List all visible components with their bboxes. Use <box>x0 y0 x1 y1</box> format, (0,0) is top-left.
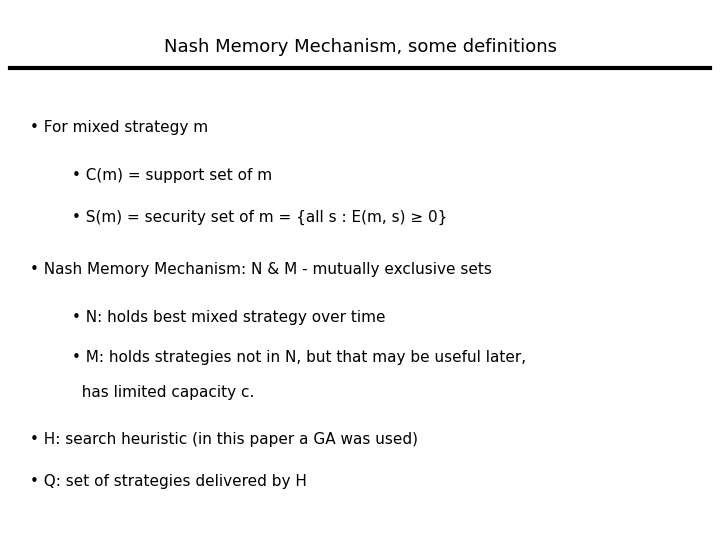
Text: • N: holds best mixed strategy over time: • N: holds best mixed strategy over time <box>72 310 385 325</box>
Text: • For mixed strategy m: • For mixed strategy m <box>30 120 208 135</box>
Text: • M: holds strategies not in N, but that may be useful later,: • M: holds strategies not in N, but that… <box>72 350 526 365</box>
Text: • Nash Memory Mechanism: N & M - mutually exclusive sets: • Nash Memory Mechanism: N & M - mutuall… <box>30 262 492 277</box>
Text: Nash Memory Mechanism, some definitions: Nash Memory Mechanism, some definitions <box>163 38 557 56</box>
Text: • Q: set of strategies delivered by H: • Q: set of strategies delivered by H <box>30 474 307 489</box>
Text: • C(m) = support set of m: • C(m) = support set of m <box>72 168 272 183</box>
Text: • H: search heuristic (in this paper a GA was used): • H: search heuristic (in this paper a G… <box>30 432 418 447</box>
Text: • S(m) = security set of m = {all s : E(m, s) ≥ 0}: • S(m) = security set of m = {all s : E(… <box>72 210 447 225</box>
Text: has limited capacity c.: has limited capacity c. <box>72 385 254 400</box>
